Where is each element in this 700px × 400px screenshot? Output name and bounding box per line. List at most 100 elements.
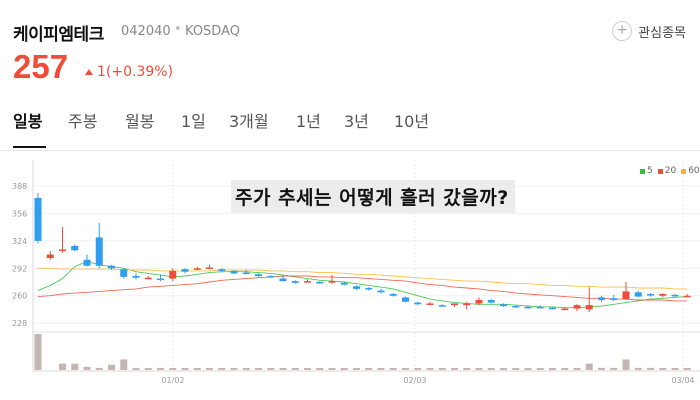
ma20-line: [37, 275, 688, 302]
legend-swatch: [657, 168, 663, 174]
volume-bar: [561, 368, 569, 370]
add-watchlist-button[interactable]: + 관심종목: [612, 21, 686, 41]
tab-1day[interactable]: 1일: [181, 112, 206, 131]
volume-bar: [451, 368, 458, 370]
volume-bar: [487, 368, 495, 370]
volume-bar: [438, 368, 446, 370]
stock-name: 케이피엠테크: [13, 25, 104, 45]
volume-bar: [157, 367, 164, 370]
candle-body: [353, 286, 360, 289]
candle-body: [573, 305, 581, 309]
volume-bar: [426, 368, 434, 370]
volume-bar: [585, 363, 593, 370]
legend-ma5: 5: [640, 166, 653, 176]
candle-body: [524, 306, 532, 309]
legend-ma20: 20: [657, 166, 677, 176]
tab-daily[interactable]: 일봉: [13, 112, 43, 131]
volume-bar: [71, 363, 79, 370]
stock-code: 042040: [121, 24, 171, 39]
candle-body: [255, 274, 262, 276]
volume-bar: [95, 367, 103, 370]
divider: [0, 150, 700, 151]
tab-weekly[interactable]: 주봉: [68, 112, 98, 131]
volume-bar: [377, 368, 385, 370]
volume-bar: [328, 368, 336, 370]
candle-body: [328, 281, 336, 283]
volume-bar: [671, 368, 679, 370]
candle-body: [561, 308, 569, 311]
volume-bar: [414, 368, 422, 370]
legend-label: 60: [688, 166, 700, 176]
current-price: 257: [13, 48, 69, 85]
volume-bar: [132, 367, 140, 370]
price-change: 1(+0.39%): [97, 64, 174, 80]
x-tick-label: 02/03: [403, 376, 426, 385]
candle-body: [340, 282, 348, 285]
legend-swatch: [640, 168, 645, 174]
candle-body: [144, 277, 152, 280]
volume-bar: [598, 367, 605, 370]
y-tick-label: 388: [12, 182, 27, 191]
stock-header: 케이피엠테크 042040 • KOSDAQ + 관심종목: [13, 16, 700, 46]
volume-bar: [549, 368, 556, 370]
volume-bar: [402, 368, 409, 370]
candle-body: [304, 281, 311, 283]
volume-bar: [365, 368, 373, 370]
candle-body: [414, 302, 422, 305]
y-tick-label: 260: [12, 292, 27, 301]
candle-body: [83, 259, 91, 266]
candle-body: [659, 294, 667, 296]
candle-body: [193, 268, 201, 270]
volume-bar: [610, 367, 618, 370]
candle-body: [291, 281, 299, 283]
candle-body: [279, 278, 287, 282]
tab-3years[interactable]: 3년: [344, 112, 369, 131]
legend-label: 5: [647, 166, 653, 176]
candle-body: [402, 297, 409, 302]
volume-bar: [267, 368, 275, 370]
candle-body: [157, 278, 164, 281]
volume-bar: [255, 368, 262, 370]
y-tick-label: 292: [12, 264, 27, 273]
tab-monthly[interactable]: 월봉: [125, 112, 155, 131]
candle-body: [181, 269, 189, 272]
volume-bar: [120, 359, 128, 370]
candle-body: [622, 291, 630, 300]
volume-bar: [291, 368, 299, 370]
volume-bar: [279, 368, 287, 370]
candle-body: [46, 254, 54, 258]
volume-bar: [573, 368, 581, 370]
candle-body: [671, 294, 679, 297]
volume-bar: [193, 368, 201, 370]
legend-label: 20: [664, 166, 677, 176]
volume-bar: [500, 368, 507, 370]
volume-bar: [59, 363, 66, 370]
y-tick-label: 228: [12, 319, 27, 328]
volume-bar: [389, 368, 397, 370]
candle-body: [267, 276, 275, 278]
volume-bar: [683, 368, 691, 370]
candle-body: [598, 297, 605, 300]
legend-ma60: 60: [681, 166, 700, 176]
stock-market: KOSDAQ: [185, 24, 240, 39]
tab-3months[interactable]: 3개월: [229, 112, 269, 131]
candle-body: [683, 295, 691, 298]
volume-bar: [353, 368, 360, 370]
candle-body: [463, 303, 471, 306]
volume-bar: [647, 367, 654, 370]
y-tick-label: 356: [12, 209, 27, 218]
candle-body: [634, 292, 642, 297]
candle-body: [389, 294, 397, 296]
candle-body: [206, 267, 213, 269]
separator-dot: •: [174, 22, 182, 37]
candle-body: [71, 246, 79, 251]
stock-chart[interactable]: 388 356 324 292 260 228 01/02 02/03 03/04: [0, 160, 700, 400]
volume-bar: [316, 368, 324, 370]
candle-body: [59, 249, 66, 251]
tab-1year[interactable]: 1년: [296, 112, 321, 131]
plus-icon: +: [612, 21, 633, 41]
ma60-line: [38, 267, 688, 290]
tab-10years[interactable]: 10년: [394, 112, 430, 131]
volume-bar: [524, 368, 532, 370]
candle-body: [438, 305, 446, 307]
